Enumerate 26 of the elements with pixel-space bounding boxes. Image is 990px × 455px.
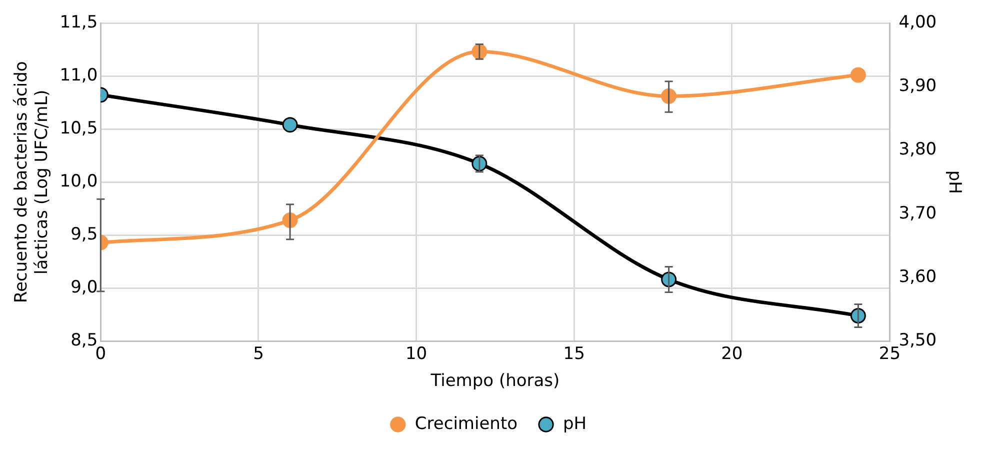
y2-tick-label: 3,70 (898, 203, 937, 224)
y-tick-label: 11,0 (60, 65, 98, 86)
x-tick-label: 25 (878, 344, 901, 364)
y-axis-title: Recuento de bacterias ácido lácticas (Log UFC/mL) (12, 61, 52, 303)
y2-tick-label: 4,00 (898, 12, 937, 32)
x-tick-label: 5 (253, 344, 264, 364)
y-tick-label: 10,0 (60, 172, 98, 192)
x-tick-label: 0 (95, 344, 106, 364)
x-axis-title: Tiempo (horas) (430, 371, 560, 392)
legend-label: Crecimiento (414, 414, 518, 434)
y2-axis-title: pH (944, 170, 964, 194)
x-tick-label: 10 (405, 344, 428, 364)
y-tick-label: 10,5 (60, 118, 98, 138)
y-tick-label: 8,5 (70, 330, 98, 351)
legend-label: pH (563, 414, 587, 434)
y2-tick-label: 3,90 (898, 76, 937, 96)
y-tick-label: 9,0 (70, 278, 98, 298)
y2-tick-label: 3,80 (898, 140, 937, 160)
y-tick-label: 11,5 (60, 12, 98, 32)
point (282, 117, 298, 133)
point (850, 67, 866, 83)
y2-tick-label: 3,50 (898, 330, 937, 351)
x-tick-label: 20 (721, 344, 743, 364)
y2-tick-label: 3,60 (898, 266, 937, 287)
y-tick-label: 9,5 (70, 224, 98, 245)
x-tick-label: 15 (563, 344, 585, 364)
